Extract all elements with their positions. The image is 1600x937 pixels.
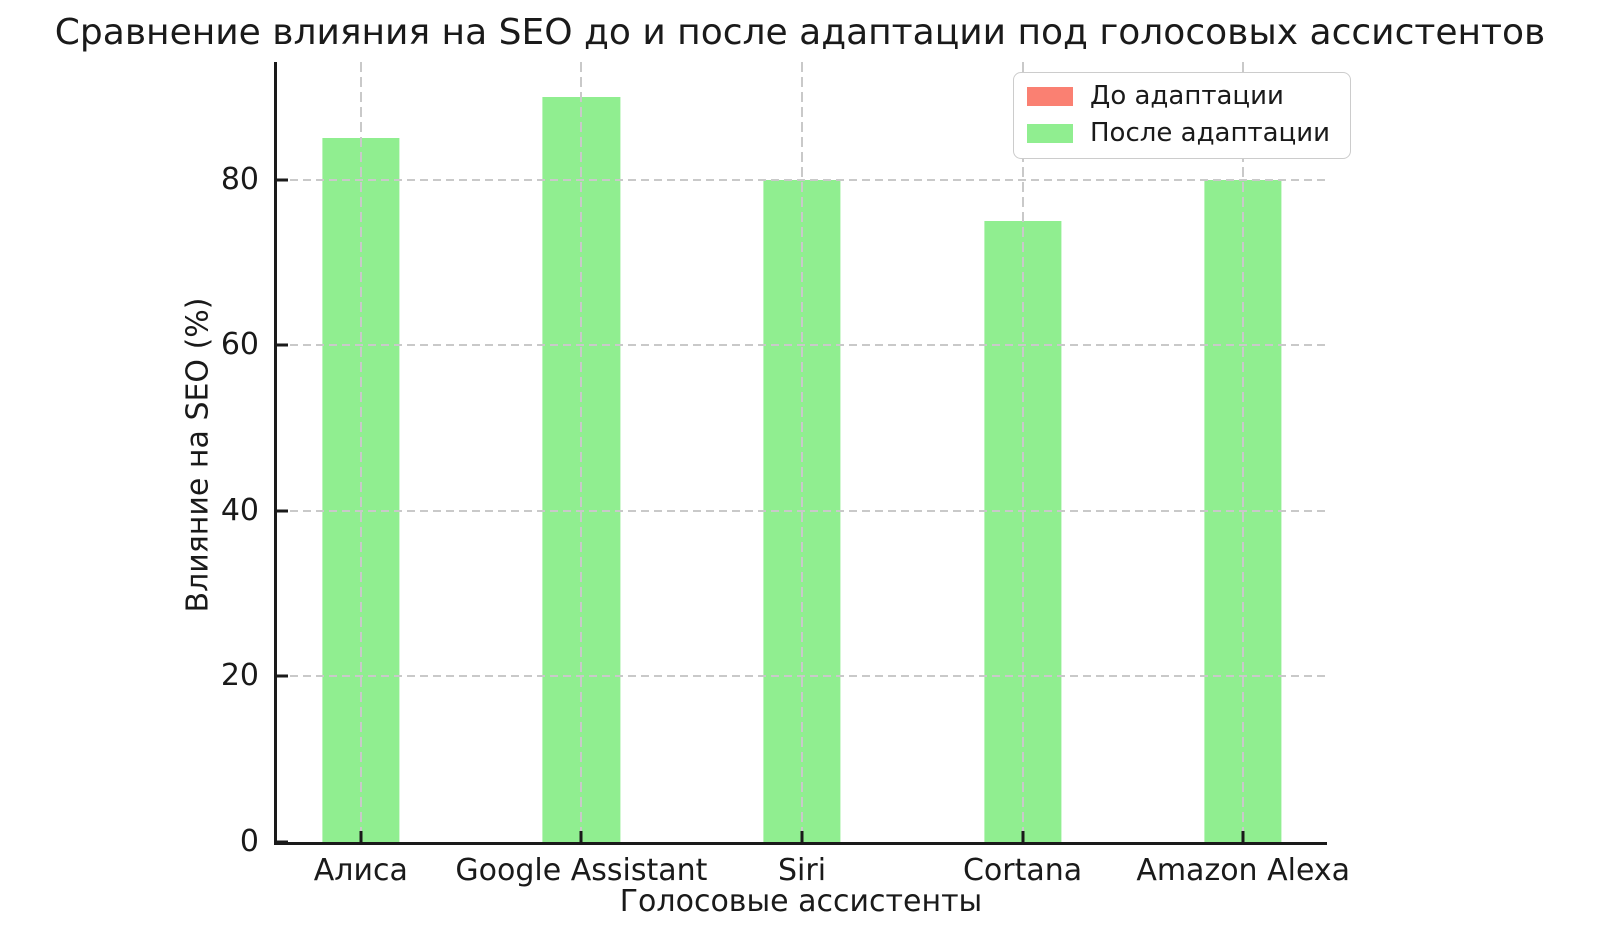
x-tick-label-google-assistant: Google Assistant xyxy=(455,853,708,888)
y-tick-40 xyxy=(277,509,288,513)
y-tick-80 xyxy=(277,178,288,182)
y-tick-label-40: 40 xyxy=(220,492,259,528)
y-tick-label-0: 0 xyxy=(239,824,259,859)
x-tick-label-cortana: Cortana xyxy=(962,853,1083,888)
legend: До адаптации После адаптации xyxy=(1013,72,1352,159)
x-tick-google-assistant xyxy=(579,831,583,842)
y-tick-label-60: 60 xyxy=(220,327,259,363)
y-tick-60 xyxy=(277,343,288,347)
x-tick-cortana xyxy=(1021,831,1025,842)
gridline-x-алиса xyxy=(359,62,362,842)
legend-label-после-адаптации: После адаптации xyxy=(1090,117,1331,148)
x-tick-label-алиса: Алиса xyxy=(313,853,408,888)
plot-area: 0 20 40 60 80 Алиса Google Assistant Siri Cortan… xyxy=(221,62,1350,886)
legend-label-до-адаптации: До адаптации xyxy=(1090,81,1284,111)
gridline-x-google-assistant xyxy=(580,62,583,842)
y-tick-0 xyxy=(277,840,288,844)
y-tick-label-20: 20 xyxy=(220,658,259,694)
x-tick-алиса xyxy=(359,831,363,842)
chart-title: Сравнение влияния на SEO до и после адап… xyxy=(54,12,1546,53)
x-tick-label-amazon-alexa: Amazon Alexa xyxy=(1136,853,1351,888)
gridline-x-cortana xyxy=(1021,62,1024,842)
legend-row-после-адаптации: После адаптации xyxy=(1027,117,1331,149)
x-tick-siri xyxy=(800,831,804,842)
y-axis-label: Влияние на SEO (%) xyxy=(180,297,216,613)
legend-swatch-icon-до-адаптации xyxy=(1027,87,1073,107)
gridline-x-amazon-alexa xyxy=(1242,62,1245,842)
legend-swatch-icon-после-адаптации xyxy=(1027,124,1073,144)
legend-row-до-адаптации: До адаптации xyxy=(1027,81,1330,112)
x-tick-label-siri: Siri xyxy=(777,853,827,888)
x-axis-label: Голосовые ассистенты xyxy=(619,884,983,919)
gridline-x-siri xyxy=(801,62,803,842)
y-tick-label-80: 80 xyxy=(220,161,259,197)
y-tick-20 xyxy=(277,674,288,678)
x-tick-amazon-alexa xyxy=(1241,831,1245,842)
